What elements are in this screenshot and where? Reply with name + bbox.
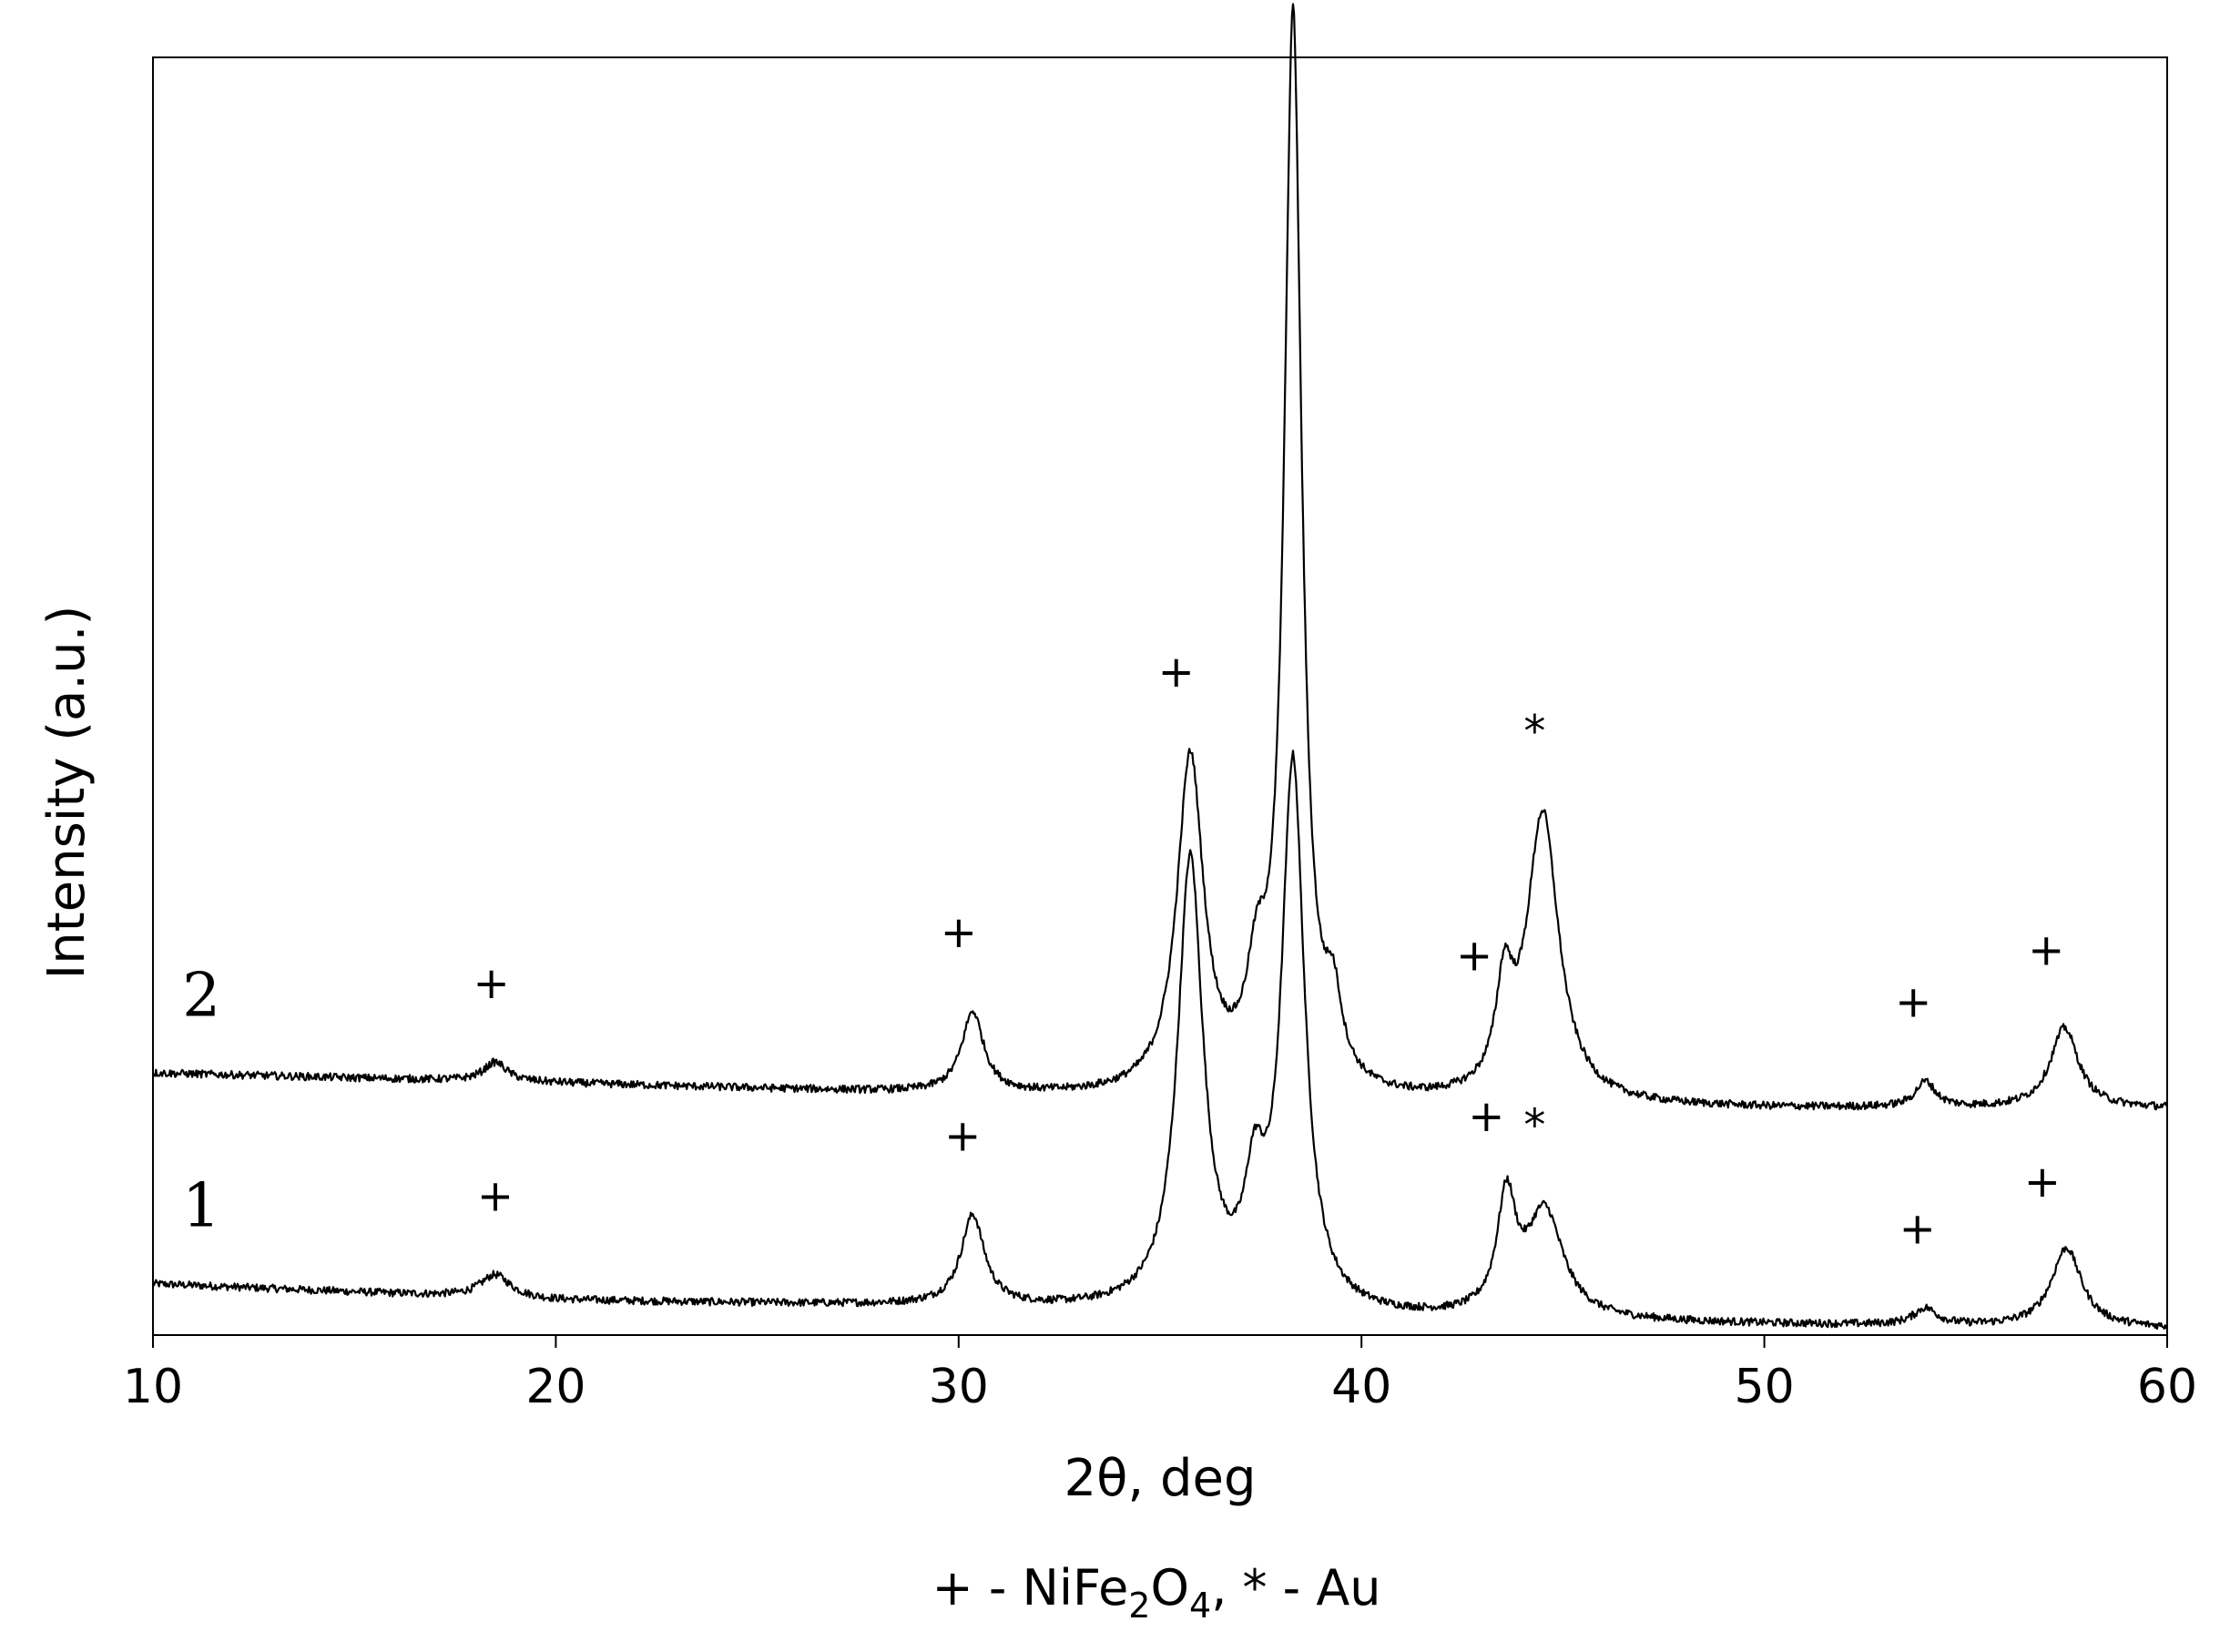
nife2o4-peak-marker: + [2028,924,2064,975]
x-tick-label: 20 [525,1360,586,1414]
annotation-layer: +++*+*+++++*++ [473,647,2065,1255]
x-tick-label: 40 [1331,1360,1391,1414]
footnote-sub-1: 2 [1128,1586,1150,1626]
x-tick-label: 60 [2137,1360,2197,1414]
x-tick-label: 30 [929,1360,989,1414]
nife2o4-peak-marker: + [2024,1157,2061,1208]
footnote-prefix: + - NiFe [932,1559,1129,1616]
series-label-2: 2 [182,960,220,1030]
nife2o4-peak-marker: + [473,958,510,1009]
footnote-legend: + - NiFe2O4, * - Au [932,1559,1381,1626]
x-ticks: 10 20 30 40 50 60 [123,1335,2197,1414]
x-tick-label: 10 [123,1360,183,1414]
series-label-1: 1 [182,1171,220,1241]
series-line-2 [152,3,2169,1111]
au-peak-marker: * [1523,1100,1545,1151]
nife2o4-peak-marker: + [1468,1091,1504,1142]
footnote-suffix: , * - Au [1211,1559,1380,1616]
y-axis-title: Intensity (a.u.) [37,606,97,980]
footnote-mid: O [1150,1559,1189,1616]
nife2o4-peak-marker: + [941,907,977,958]
plot-area-frame [152,56,2168,1336]
nife2o4-peak-marker: + [477,1170,514,1221]
series-line-1 [151,750,2169,1331]
series-layer: 12 [151,3,2169,1331]
nife2o4-peak-marker: + [944,1110,981,1161]
x-axis-title: 2θ, deg [1064,1449,1256,1508]
nife2o4-peak-marker: + [1158,647,1195,698]
nife2o4-peak-marker: + [1899,1204,1936,1255]
x-tick-label: 50 [1735,1360,1795,1414]
footnote-sub-2: 4 [1189,1586,1211,1626]
nife2o4-peak-marker: + [1895,977,1931,1028]
nife2o4-peak-marker: + [1456,931,1492,982]
au-peak-marker: * [1523,706,1545,757]
